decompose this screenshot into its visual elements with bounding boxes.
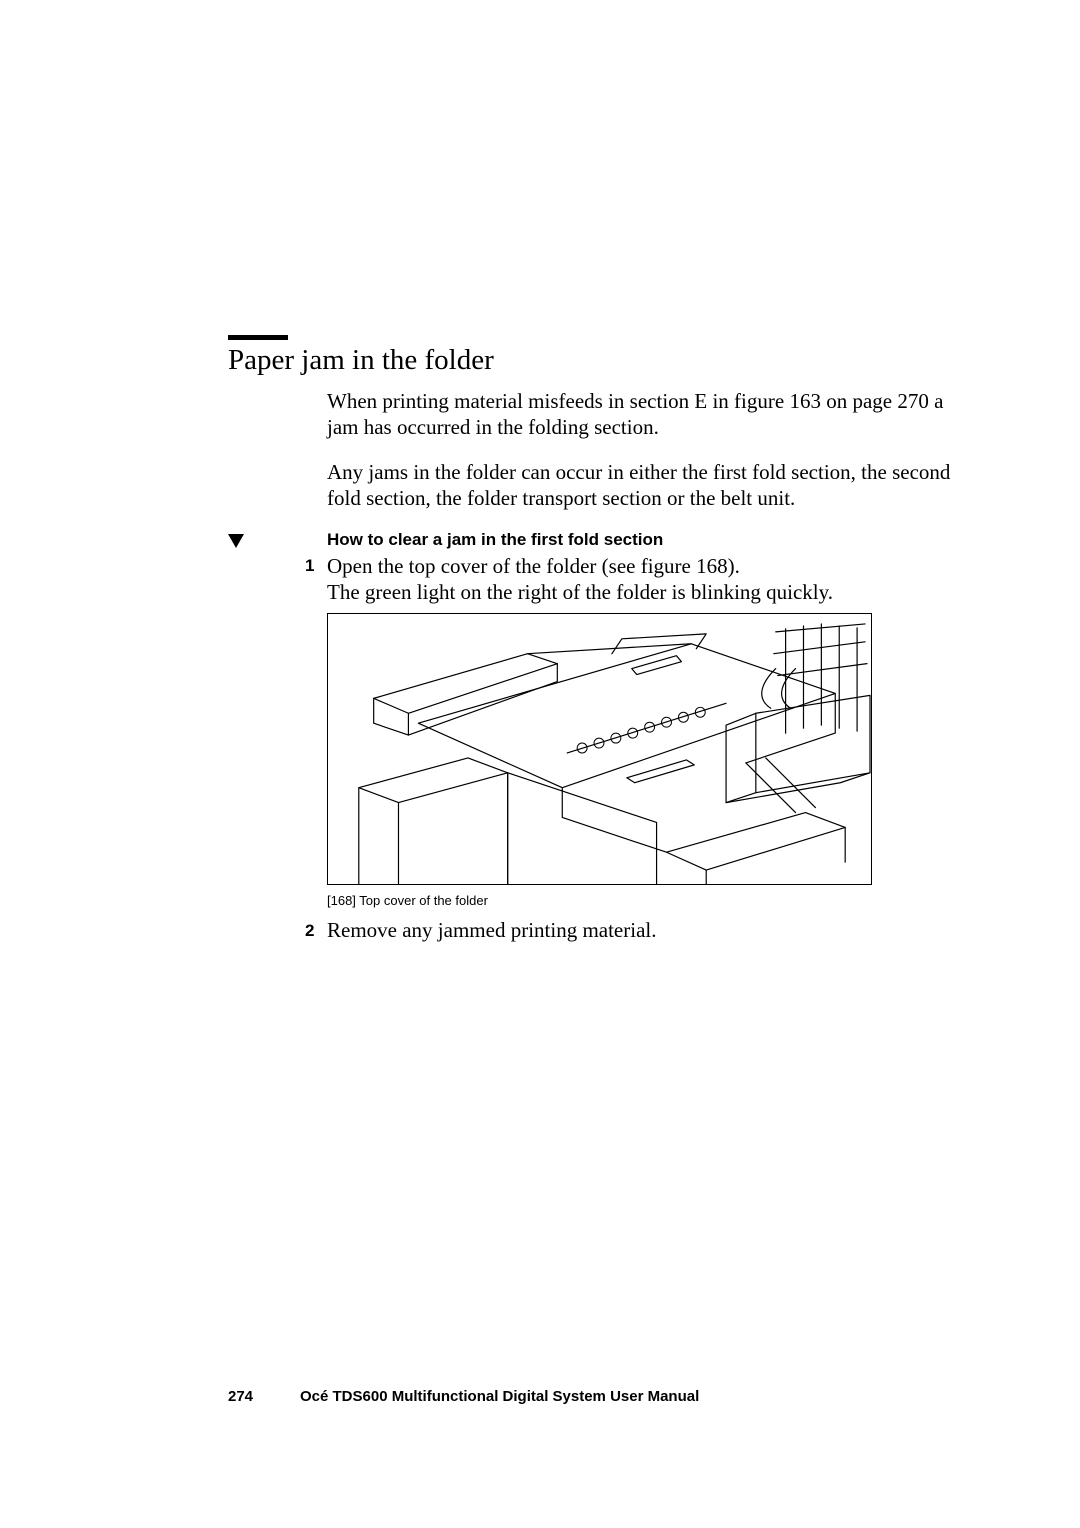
folder-top-cover-illustration [328,614,871,884]
heading-rule [228,335,288,340]
section-heading: Paper jam in the folder [228,344,494,377]
page: Paper jam in the folder When printing ma… [0,0,1080,1528]
manual-title: Océ TDS600 Multifunctional Digital Syste… [300,1388,699,1405]
figure-168 [327,613,872,885]
page-number: 274 [228,1388,253,1405]
step-text-2: Remove any jammed printing material. [327,918,947,943]
procedure-title: How to clear a jam in the first fold sec… [327,530,663,550]
step-number-2: 2 [305,921,314,941]
intro-paragraph-1: When printing material misfeeds in secti… [327,388,947,441]
step-text-1: Open the top cover of the folder (see fi… [327,553,947,606]
intro-paragraph-2: Any jams in the folder can occur in eith… [327,459,957,512]
procedure-marker-icon [228,534,244,548]
figure-caption: [168] Top cover of the folder [327,893,488,908]
step-number-1: 1 [305,556,314,576]
